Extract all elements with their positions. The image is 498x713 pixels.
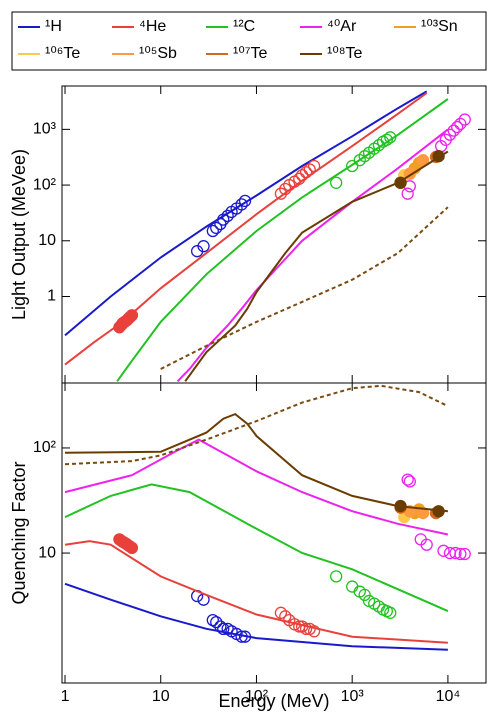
data-point	[210, 221, 223, 235]
data-point	[293, 172, 306, 185]
curve	[64, 438, 449, 536]
data-point	[125, 541, 139, 555]
legend-label: ⁴⁰Ar	[327, 18, 357, 35]
data-point	[307, 159, 321, 173]
data-point	[221, 209, 234, 223]
x-tick-label: 1	[61, 688, 70, 705]
top-panel-frame	[61, 85, 487, 384]
data-point	[447, 124, 460, 137]
data-point	[401, 187, 414, 200]
y-axis-label: Quenching Factor	[9, 461, 29, 604]
data-point	[401, 473, 414, 486]
bottom-panel-frame	[61, 382, 487, 684]
data-point	[217, 622, 230, 635]
y-axis-label: Light Output (MeVee)	[9, 149, 29, 320]
curve	[64, 582, 448, 651]
data-point	[432, 150, 445, 163]
data-point	[416, 506, 430, 520]
data-point	[458, 113, 471, 126]
x-tick-label: 10³	[341, 688, 365, 705]
curve	[64, 90, 428, 337]
plot-area	[64, 384, 471, 651]
data-point	[432, 505, 445, 518]
legend-label: ¹⁰⁵Sb	[139, 45, 177, 62]
y-tick-label: 10²	[33, 176, 57, 193]
data-point	[330, 570, 343, 583]
legend-box	[11, 11, 487, 71]
data-point	[214, 620, 227, 633]
data-point	[206, 224, 219, 238]
data-point	[299, 622, 313, 635]
data-point	[458, 547, 471, 561]
legend-label: ¹⁰⁸Te	[327, 45, 362, 62]
curve	[176, 128, 449, 382]
data-point	[274, 606, 288, 619]
x-axis-label: Energy (MeV)	[218, 691, 329, 711]
data-point	[437, 544, 450, 557]
data-point	[238, 194, 252, 208]
data-point	[197, 240, 210, 253]
data-point	[235, 630, 248, 643]
data-point	[449, 546, 462, 560]
data-point	[358, 588, 371, 602]
plot-area	[64, 90, 471, 382]
y-tick-label: 10²	[33, 439, 57, 456]
legend-label: ¹²C	[233, 18, 255, 35]
data-point	[299, 166, 313, 179]
data-point	[394, 176, 407, 189]
curve	[64, 92, 428, 366]
legend-label: ¹⁰⁷Te	[233, 45, 268, 62]
curve	[64, 483, 449, 613]
curve	[64, 540, 448, 644]
data-point	[274, 187, 288, 200]
y-tick-label: 1	[47, 288, 56, 305]
data-point	[454, 547, 467, 561]
data-point	[384, 131, 397, 144]
x-tick-label: 10	[152, 688, 170, 705]
data-point	[420, 538, 433, 551]
curve	[116, 98, 449, 382]
data-point	[443, 128, 457, 141]
data-point	[217, 213, 230, 226]
data-point	[279, 610, 292, 623]
data-point	[279, 182, 292, 196]
data-point	[403, 475, 416, 488]
dashed-curve	[160, 206, 449, 370]
data-point	[125, 309, 139, 322]
data-point	[303, 163, 316, 176]
data-point	[380, 133, 393, 146]
legend-label: ⁴He	[139, 18, 166, 35]
legend-label: ¹⁰⁶Te	[45, 45, 80, 62]
data-point	[394, 499, 407, 513]
data-point	[416, 154, 430, 167]
legend-label: ¹H	[45, 18, 62, 35]
data-point	[238, 630, 252, 643]
data-point	[358, 150, 371, 163]
y-tick-label: 10	[38, 544, 56, 561]
data-point	[454, 117, 467, 131]
data-point	[210, 616, 223, 629]
curve	[64, 412, 449, 513]
x-tick-label: 10²	[245, 688, 269, 705]
data-point	[330, 176, 343, 189]
data-point	[346, 580, 359, 593]
y-tick-label: 10	[38, 232, 56, 249]
data-point	[346, 159, 359, 173]
data-point	[307, 625, 321, 638]
x-tick-label: 10⁴	[436, 688, 461, 705]
data-point	[235, 198, 248, 211]
data-point	[451, 120, 464, 134]
curve	[184, 150, 449, 382]
y-tick-label: 10³	[33, 121, 57, 138]
data-point	[384, 606, 397, 619]
legend-label: ¹⁰³Sn	[421, 18, 458, 35]
